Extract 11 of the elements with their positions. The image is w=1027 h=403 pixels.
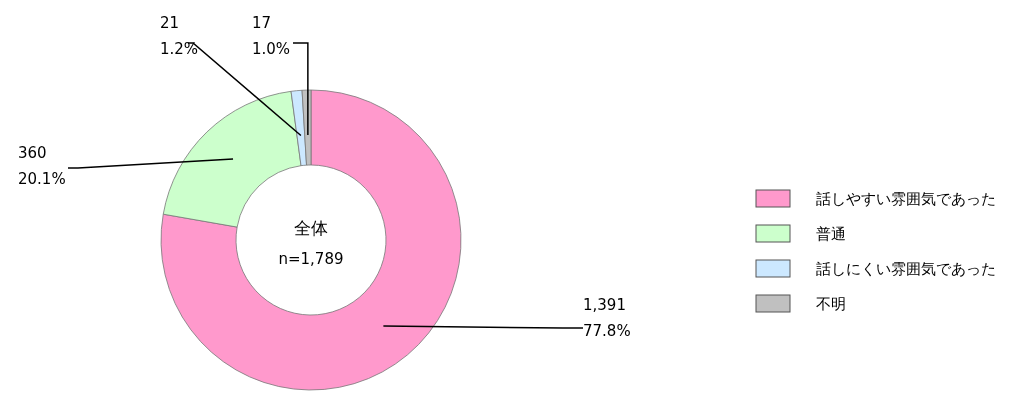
legend-label: 話しにくい雰囲気であった [816,260,996,278]
legend-label: 話しやすい雰囲気であった [816,190,996,208]
text: 全体 [294,218,328,238]
legend-label: 普通 [816,225,846,243]
legend-label: 不明 [816,295,846,313]
data-label: 1,391 77.8% [583,296,631,340]
data-label: 360 20.1% [18,144,66,188]
text: n=1,789 [278,250,344,268]
data-label: 17 1.0% [252,14,291,58]
donut-slice [160,89,462,391]
data-label: 21 1.2% [160,14,199,58]
